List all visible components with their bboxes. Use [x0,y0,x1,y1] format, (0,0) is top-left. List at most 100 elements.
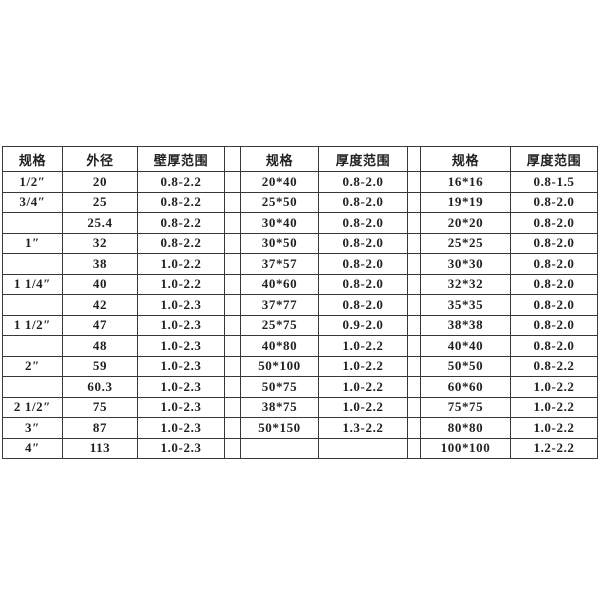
outer-diameter-cell: 48 [62,335,138,357]
wall-thickness-cell: 0.8-2.2 [137,191,225,213]
spec-cell-right: 25*25 [420,232,511,254]
thickness-cell-middle: 0.8-2.0 [318,232,408,254]
spec-cell-left: 1/2″ [2,171,63,193]
thickness-cell-right: 0.8-2.0 [510,212,598,234]
table-row: 60.3 1.0-2.3 50*75 1.0-2.2 60*60 1.0-2.2 [2,376,598,398]
spec-cell-middle: 50*150 [240,417,319,439]
spec-cell-right: 38*38 [420,314,511,336]
table-row: 25.4 0.8-2.2 30*40 0.8-2.0 20*20 0.8-2.0 [2,212,598,234]
spec-cell-middle: 50*100 [240,355,319,377]
outer-diameter-cell: 113 [62,437,138,459]
wall-thickness-cell: 1.0-2.3 [137,335,225,357]
spec-cell-right: 35*35 [420,294,511,316]
spec-cell-left: 1 1/4″ [2,273,63,295]
thickness-cell-right: 1.0-2.2 [510,417,598,439]
spec-cell-middle: 38*75 [240,396,319,418]
wall-thickness-cell: 1.0-2.3 [137,376,225,398]
outer-diameter-cell: 25 [62,191,138,213]
wall-thickness-cell: 1.0-2.3 [137,314,225,336]
outer-diameter-cell: 60.3 [62,376,138,398]
table-row: 1 1/4″ 40 1.0-2.2 40*60 0.8-2.0 32*32 0.8-2.0 [2,273,598,295]
spacer-cell [224,417,241,439]
spacer-cell [224,253,241,275]
thickness-cell-right: 0.8-1.5 [510,171,598,193]
spec-cell-left: 2″ [2,355,63,377]
spec-cell-right: 32*32 [420,273,511,295]
outer-diameter-cell: 38 [62,253,138,275]
spacer-column-header-1 [224,146,241,172]
thickness-cell-middle: 0.8-2.0 [318,191,408,213]
spec-cell-middle: 37*57 [240,253,319,275]
spacer-cell [224,396,241,418]
spacer-cell [224,335,241,357]
spacer-cell [407,376,421,398]
wall-thickness-cell: 0.8-2.2 [137,212,225,234]
thickness-cell-middle: 0.8-2.0 [318,171,408,193]
spec-cell-right: 30*30 [420,253,511,275]
spec-cell-left [2,212,63,234]
spec-cell-middle: 37*77 [240,294,319,316]
outer-diameter-cell: 20 [62,171,138,193]
outer-diameter-cell: 25.4 [62,212,138,234]
thickness-cell-middle: 1.0-2.2 [318,335,408,357]
thickness-cell-right: 1.2-2.2 [510,437,598,459]
col-header-spec-right: 规格 [420,146,511,172]
spec-cell-left [2,294,63,316]
spec-cell-right: 60*60 [420,376,511,398]
spec-cell-right: 20*20 [420,212,511,234]
table-row: 1/2″ 20 0.8-2.2 20*40 0.8-2.0 16*16 0.8-1.5 [2,171,598,193]
spacer-cell [224,437,241,459]
thickness-cell-right: 0.8-2.0 [510,273,598,295]
table-row: 1 1/2″ 47 1.0-2.3 25*75 0.9-2.0 38*38 0.8-2.0 [2,314,598,336]
thickness-cell-right: 1.0-2.2 [510,396,598,418]
spec-cell-left [2,376,63,398]
outer-diameter-cell: 75 [62,396,138,418]
table-row: 3″ 87 1.0-2.3 50*150 1.3-2.2 80*80 1.0-2.2 [2,417,598,439]
spec-cell-left: 4″ [2,437,63,459]
outer-diameter-cell: 59 [62,355,138,377]
spec-cell-middle: 20*40 [240,171,319,193]
thickness-cell-middle: 0.8-2.0 [318,273,408,295]
spec-cell-left: 1″ [2,232,63,254]
spec-cell-middle: 40*60 [240,273,319,295]
wall-thickness-cell: 1.0-2.3 [137,294,225,316]
outer-diameter-cell: 42 [62,294,138,316]
table-row: 2 1/2″ 75 1.0-2.3 38*75 1.0-2.2 75*75 1.0-2.2 [2,396,598,418]
outer-diameter-cell: 87 [62,417,138,439]
spacer-cell [407,417,421,439]
spacer-cell [224,355,241,377]
spacer-cell [407,253,421,275]
thickness-cell-right: 1.0-2.2 [510,376,598,398]
wall-thickness-cell: 1.0-2.2 [137,253,225,275]
wall-thickness-cell: 1.0-2.2 [137,273,225,295]
spacer-cell [407,273,421,295]
col-header-spec-left: 规格 [2,146,63,172]
col-header-outer-diameter: 外径 [62,146,138,172]
thickness-cell-right: 0.8-2.0 [510,232,598,254]
col-header-wall-thickness-range: 壁厚范围 [137,146,225,172]
spec-cell-middle: 30*40 [240,212,319,234]
thickness-cell-right: 0.8-2.0 [510,335,598,357]
spacer-cell [224,171,241,193]
wall-thickness-cell: 1.0-2.3 [137,355,225,377]
col-header-thickness-range-right: 厚度范围 [510,146,598,172]
spacer-cell [407,314,421,336]
wall-thickness-cell: 1.0-2.3 [137,437,225,459]
thickness-cell-middle: 1.3-2.2 [318,417,408,439]
spacer-cell [407,355,421,377]
table-body: 1/2″ 20 0.8-2.2 20*40 0.8-2.0 16*16 0.8-1.5 3/4… [2,171,598,459]
outer-diameter-cell: 47 [62,314,138,336]
spec-cell-left: 1 1/2″ [2,314,63,336]
wall-thickness-cell: 0.8-2.2 [137,171,225,193]
spacer-column-header-2 [407,146,421,172]
thickness-cell-middle: 0.8-2.0 [318,253,408,275]
spacer-cell [407,396,421,418]
spec-cell-middle: 40*80 [240,335,319,357]
spec-cell-left: 3″ [2,417,63,439]
spec-cell-left [2,335,63,357]
header-row: 规格 外径 壁厚范围 规格 厚度范围 规格 厚度范围 [2,146,598,172]
pipe-spec-table: 规格 外径 壁厚范围 规格 厚度范围 规格 厚度范围 1/2″ 20 0.8-2.2… [2,146,598,459]
spacer-cell [407,335,421,357]
thickness-cell-middle: 0.8-2.0 [318,212,408,234]
